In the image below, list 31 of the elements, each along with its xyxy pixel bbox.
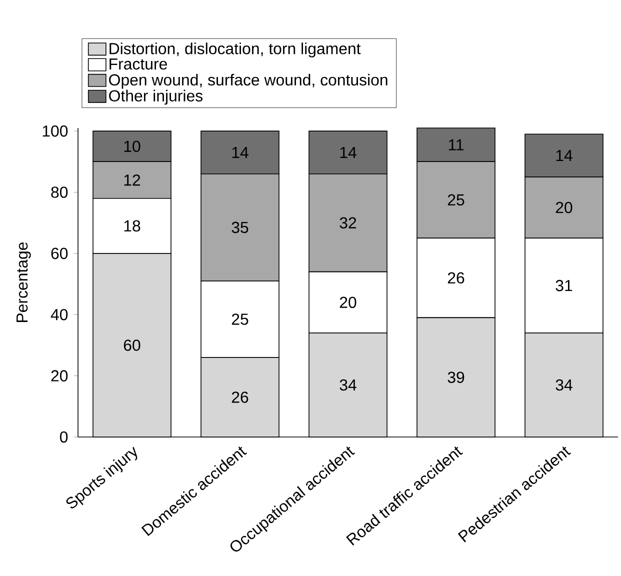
data-label: 35: [232, 222, 248, 234]
data-label: 14: [232, 146, 248, 158]
data-label: 39: [448, 372, 464, 383]
y-tick-label: 60: [51, 248, 68, 260]
legend-label: Distortion, dislocation, torn ligament: [110, 42, 361, 58]
data-label: 31: [556, 280, 572, 292]
legend-label: Fracture: [110, 58, 167, 70]
y-tick-label: 40: [50, 308, 68, 320]
data-label: 25: [448, 194, 464, 206]
y-tick-label: 80: [51, 186, 68, 198]
data-label: 18: [124, 220, 140, 232]
legend-label: Open wound, surface wound, contusion: [109, 74, 388, 89]
legend-label: Other injuries: [109, 90, 203, 105]
data-label: 60: [124, 340, 140, 351]
data-label: 12: [124, 174, 140, 186]
data-label: 34: [556, 379, 572, 391]
data-label: 34: [340, 379, 356, 391]
y-axis-title: Percentage: [16, 242, 31, 322]
data-label: 26: [448, 272, 464, 284]
data-label: 10: [124, 140, 140, 152]
y-tick-label: 0: [60, 431, 68, 443]
data-label: 20: [556, 202, 572, 214]
y-tick-label: 20: [51, 370, 68, 382]
data-label: 20: [340, 296, 356, 308]
data-label: 14: [340, 146, 356, 158]
data-label: 11: [448, 139, 464, 150]
data-label: 25: [232, 314, 248, 325]
data-label: 26: [232, 392, 248, 403]
y-tick-label: 100: [42, 125, 68, 137]
data-label: 32: [340, 217, 356, 228]
data-label: 14: [556, 150, 572, 162]
